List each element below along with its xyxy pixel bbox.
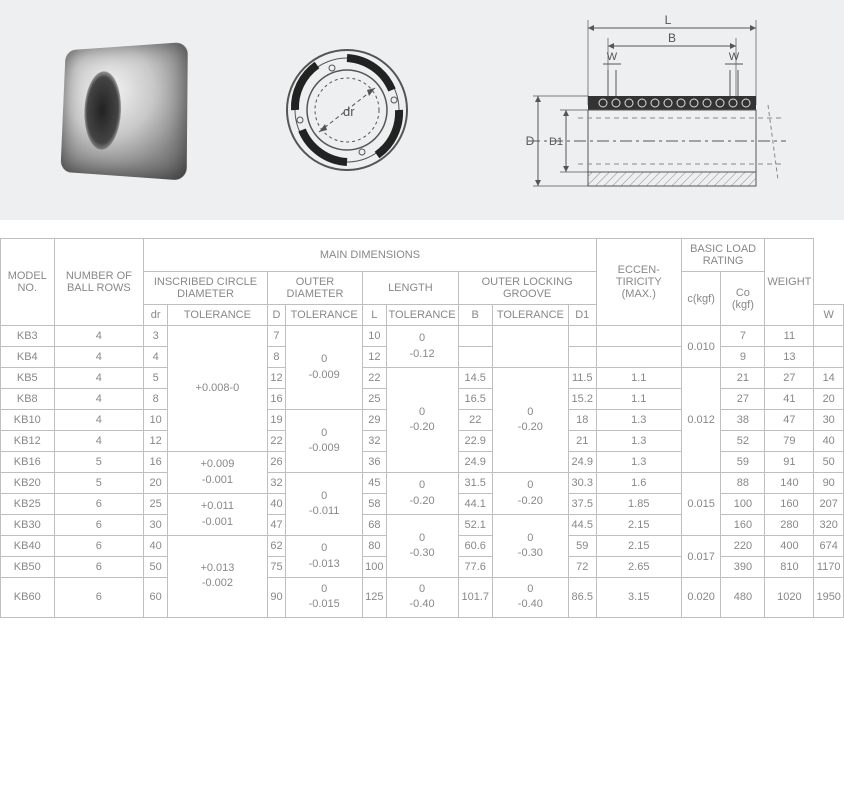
th-length: LENGTH — [363, 272, 458, 305]
th-ballrows: NUMBER OF BALL ROWS — [54, 239, 144, 326]
th-tol4: TOLERANCE — [492, 305, 568, 326]
th-weight: WEIGHT — [765, 239, 814, 326]
table-row: KB60660 90 0-0.015 125 0-0.40 101.7 0-0.… — [1, 578, 844, 618]
th-main: MAIN DIMENSIONS — [144, 239, 596, 272]
th-L: L — [363, 305, 386, 326]
th-tol3: TOLERANCE — [386, 305, 458, 326]
bearing-photo — [56, 45, 186, 175]
th-D: D — [267, 305, 285, 326]
th-c: c(kgf) — [681, 272, 721, 326]
diagram-area: dr L B W W — [0, 0, 844, 220]
th-tol2: TOLERANCE — [286, 305, 363, 326]
table-row: KB545 1222 0-0.20 14.5 0-0.20 11.51.1 0.… — [1, 368, 844, 389]
D-label: D — [526, 134, 535, 148]
th-D1: D1 — [568, 305, 596, 326]
B-label: B — [668, 31, 676, 45]
front-view-diagram: dr — [277, 40, 417, 180]
W-label-1: W — [607, 51, 618, 63]
W-label-2: W — [729, 51, 740, 63]
th-W: W — [814, 305, 844, 326]
L-label: L — [665, 13, 672, 27]
th-load: BASIC LOAD RATING — [681, 239, 765, 272]
th-groove: OUTER LOCKING GROOVE — [458, 272, 596, 305]
table-body: KB3 4 3 +0.008-0 7 0-0.009 10 0-0.12 0.0… — [1, 326, 844, 618]
th-co: Co (kgf) — [721, 272, 765, 326]
th-B: B — [458, 305, 492, 326]
th-outer: OUTER DIAMETER — [267, 272, 362, 305]
th-dr: dr — [144, 305, 168, 326]
th-inscribed: INSCRIBED CIRCLE DIAMETER — [144, 272, 268, 305]
th-model: MODEL NO. — [1, 239, 55, 326]
spec-table: MODEL NO. NUMBER OF BALL ROWS MAIN DIMEN… — [0, 238, 844, 618]
th-tol1: TOLERANCE — [168, 305, 268, 326]
th-eccen: ECCEN-TIRICITY (MAX.) — [596, 239, 681, 326]
table-row: KB3 4 3 +0.008-0 7 0-0.009 10 0-0.12 0.0… — [1, 326, 844, 347]
table-row: KB20520 32 0-0.011 45 0-0.20 31.5 0-0.20… — [1, 473, 844, 494]
D1-label: D1 — [549, 136, 563, 148]
dr-label: dr — [343, 104, 355, 119]
cross-section-diagram: L B W W — [508, 10, 788, 210]
